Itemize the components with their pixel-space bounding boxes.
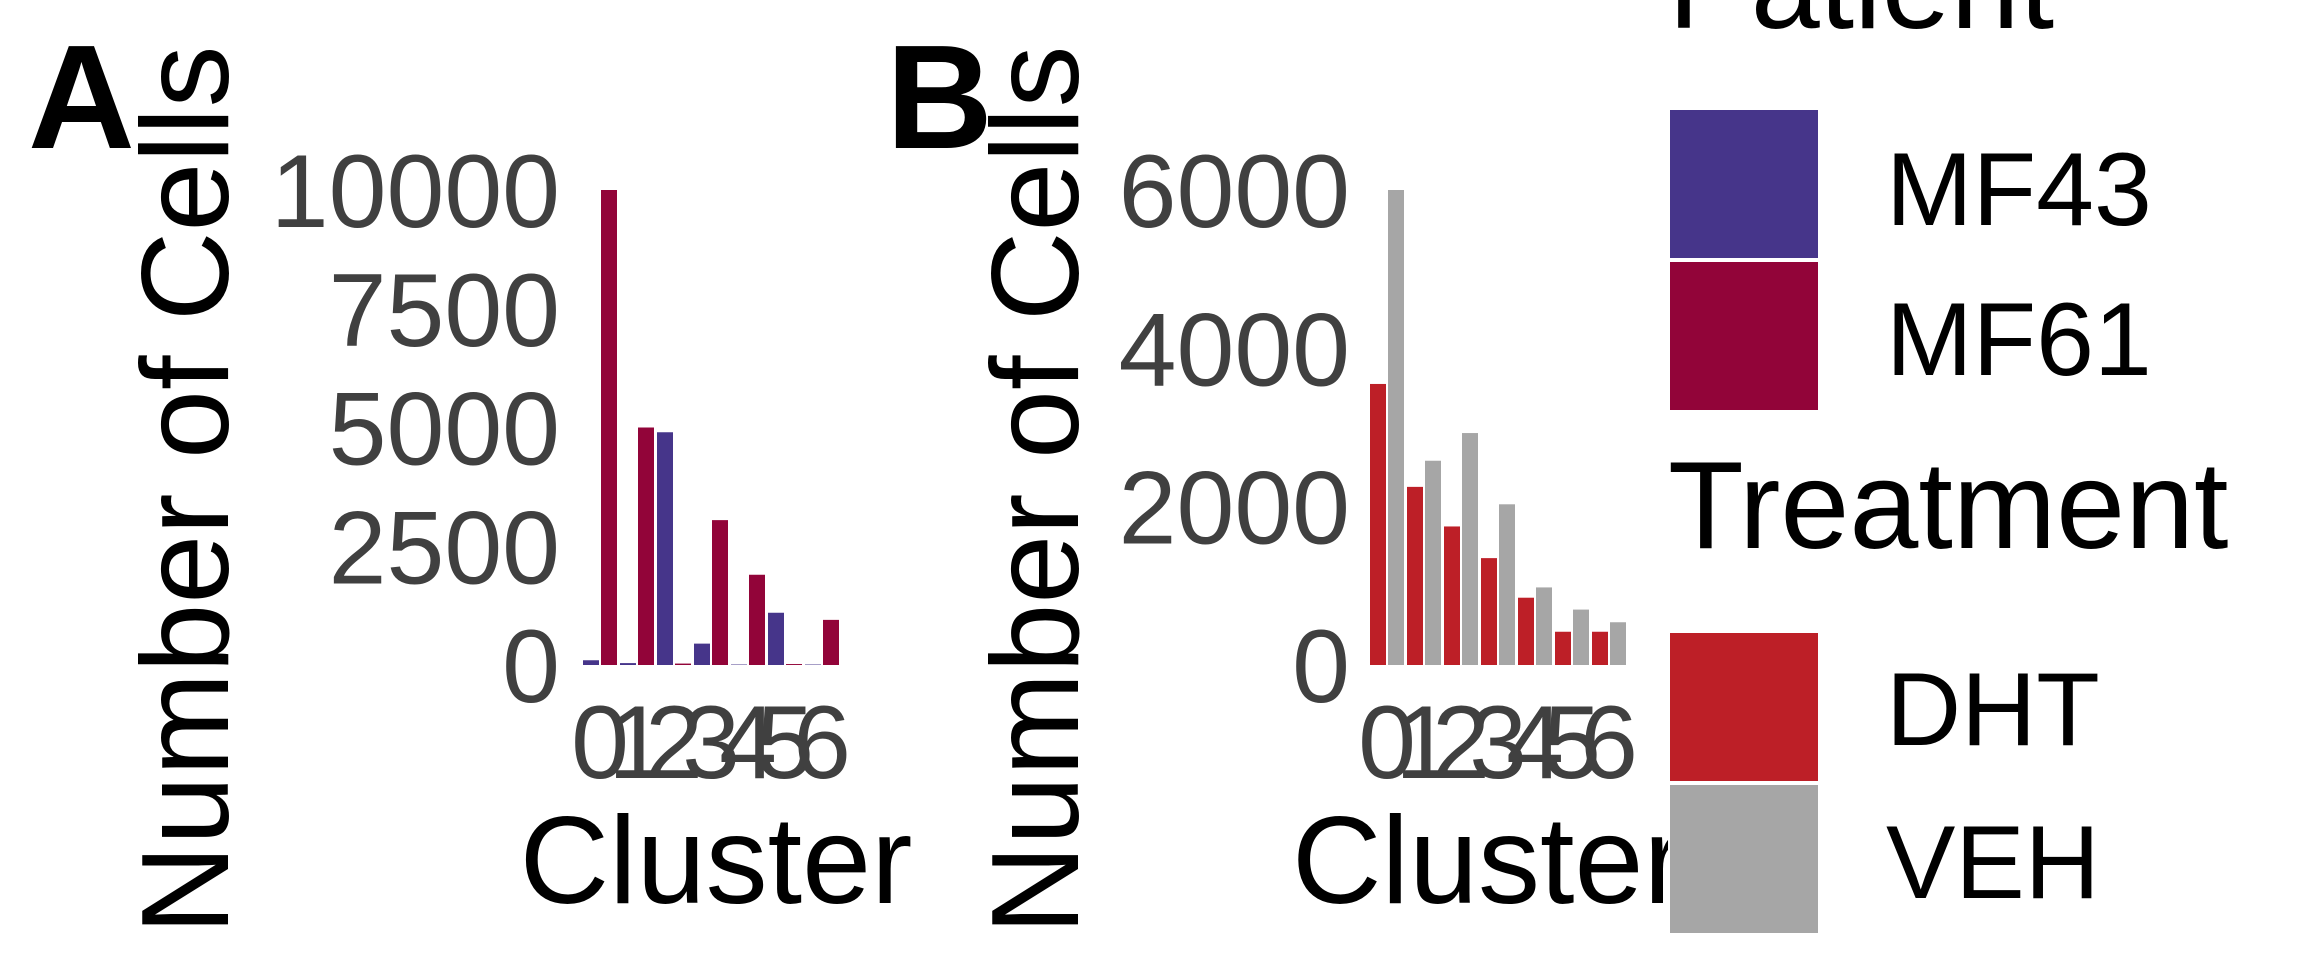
panel-a-bar-mf61-cluster-4 xyxy=(749,574,765,665)
panel-a-y-tick-label: 10000 xyxy=(271,134,560,250)
panel-b-bar-veh-cluster-5 xyxy=(1573,609,1589,665)
panel-a-y-tick-label: 2500 xyxy=(329,490,560,606)
panel-b-letter: B xyxy=(886,15,993,180)
panel-a-bar-mf43-cluster-1 xyxy=(620,663,636,665)
panel-a-bar-mf61-cluster-3 xyxy=(712,520,728,665)
panel-a-x-tick-label: 6 xyxy=(793,685,851,801)
panel-a-bar-mf61-cluster-5 xyxy=(786,664,802,665)
panel-b-bar-veh-cluster-3 xyxy=(1499,504,1515,665)
panel-b-y-tick-label: 2000 xyxy=(1119,451,1350,567)
panel-b-bar-veh-cluster-1 xyxy=(1425,460,1441,665)
panel-a-bar-mf43-cluster-2 xyxy=(657,432,673,665)
panel-b-bar-dht-cluster-6 xyxy=(1592,631,1608,665)
panel-a-x-tick-label: 1 xyxy=(608,685,666,801)
panel-a-y-axis-title: Number of Cells xyxy=(117,46,255,935)
legend-key-dht xyxy=(1670,633,1818,781)
legend-patient-title: Patient xyxy=(1668,0,2054,55)
legend-treatment-title: Treatment xyxy=(1668,437,2228,575)
panel-a-bar-mf61-cluster-0 xyxy=(601,190,617,665)
panel-a-x-tick-label: 0 xyxy=(571,685,629,801)
panel-b-x-tick-label: 5 xyxy=(1543,685,1601,801)
legend-label-mf43: MF43 xyxy=(1886,132,2152,248)
legend-key-veh xyxy=(1670,785,1818,933)
panel-b-y-tick-label: 0 xyxy=(1292,609,1350,725)
panel-a-letter: A xyxy=(28,15,135,180)
panel-b-x-tick-label: 2 xyxy=(1432,685,1490,801)
panel-a-bar-mf43-cluster-0 xyxy=(583,660,599,665)
panel-b-x-tick-label: 6 xyxy=(1580,685,1638,801)
panel-b-x-tick-label: 3 xyxy=(1469,685,1527,801)
panel-a-bars xyxy=(583,190,839,665)
panel-b-y-tick-label: 6000 xyxy=(1119,134,1350,250)
panel-a-x-axis-title: Cluster xyxy=(520,792,913,930)
panel-a-x-tick-label: 5 xyxy=(756,685,814,801)
panel-b-x-axis-title: Cluster xyxy=(1292,792,1685,930)
panel-a-bar-mf61-cluster-1 xyxy=(638,427,654,665)
panel-b-x-tick-label: 0 xyxy=(1358,685,1416,801)
panel-b-bar-dht-cluster-3 xyxy=(1481,558,1497,665)
panel-b-x-tick-label: 1 xyxy=(1395,685,1453,801)
panel-b-y-axis-title: Number of Cells xyxy=(967,46,1105,935)
panel-b-bar-dht-cluster-4 xyxy=(1518,597,1534,665)
panel-b-bar-dht-cluster-1 xyxy=(1407,486,1423,665)
panel-b-y-ticks: 0 2000 4000 6000 xyxy=(1119,134,1350,725)
panel-b-bar-veh-cluster-4 xyxy=(1536,587,1552,665)
legend-key-mf43 xyxy=(1670,110,1818,258)
panel-b-bar-dht-cluster-0 xyxy=(1370,383,1386,665)
panel-b-bar-dht-cluster-2 xyxy=(1444,526,1460,665)
panel-a-bar-mf43-cluster-5 xyxy=(768,612,784,665)
panel-b-x-tick-label: 4 xyxy=(1506,685,1564,801)
panel-b-bar-veh-cluster-6 xyxy=(1610,622,1626,665)
panel-b-y-tick-label: 4000 xyxy=(1119,292,1350,408)
panel-b-bar-dht-cluster-5 xyxy=(1555,631,1571,665)
legend-label-dht: DHT xyxy=(1886,652,2100,768)
legend-label-veh: VEH xyxy=(1886,805,2100,921)
panel-b-bar-veh-cluster-2 xyxy=(1462,433,1478,665)
panel-b-bar-veh-cluster-0 xyxy=(1388,190,1404,665)
panel-a-y-tick-label: 7500 xyxy=(329,253,560,369)
panel-a-bar-mf43-cluster-3 xyxy=(694,643,710,665)
panel-a-y-tick-label: 0 xyxy=(502,609,560,725)
panel-a-bar-mf61-cluster-2 xyxy=(675,663,691,665)
panel-a-x-tick-label: 4 xyxy=(719,685,777,801)
panel-b-bars xyxy=(1370,190,1626,665)
legend-label-mf61: MF61 xyxy=(1886,282,2152,398)
panel-a-x-tick-label: 2 xyxy=(645,685,703,801)
panel-a-x-tick-label: 3 xyxy=(682,685,740,801)
legend-key-mf61 xyxy=(1670,262,1818,410)
panel-a-y-tick-label: 5000 xyxy=(329,372,560,488)
panel-a-bar-mf61-cluster-6 xyxy=(823,619,839,665)
